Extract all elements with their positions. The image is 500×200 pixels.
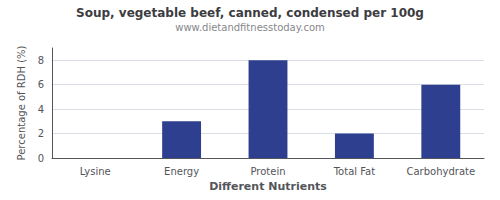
- svg-text:Protein: Protein: [250, 166, 285, 177]
- svg-text:Total Fat: Total Fat: [333, 166, 375, 177]
- svg-text:4: 4: [38, 104, 44, 115]
- svg-text:Soup, vegetable beef, canned,: Soup, vegetable beef, canned, condensed …: [76, 6, 424, 20]
- svg-text:Different Nutrients: Different Nutrients: [209, 180, 327, 193]
- svg-text:2: 2: [38, 128, 44, 139]
- svg-text:Energy: Energy: [164, 166, 199, 177]
- svg-text:www.dietandfitnesstoday.com: www.dietandfitnesstoday.com: [175, 22, 324, 33]
- svg-text:Carbohydrate: Carbohydrate: [406, 166, 475, 177]
- svg-text:Percentage of RDH (%): Percentage of RDH (%): [16, 45, 27, 160]
- svg-text:Lysine: Lysine: [80, 166, 111, 177]
- svg-text:0: 0: [38, 153, 44, 164]
- svg-text:8: 8: [38, 55, 44, 66]
- svg-text:6: 6: [38, 79, 44, 90]
